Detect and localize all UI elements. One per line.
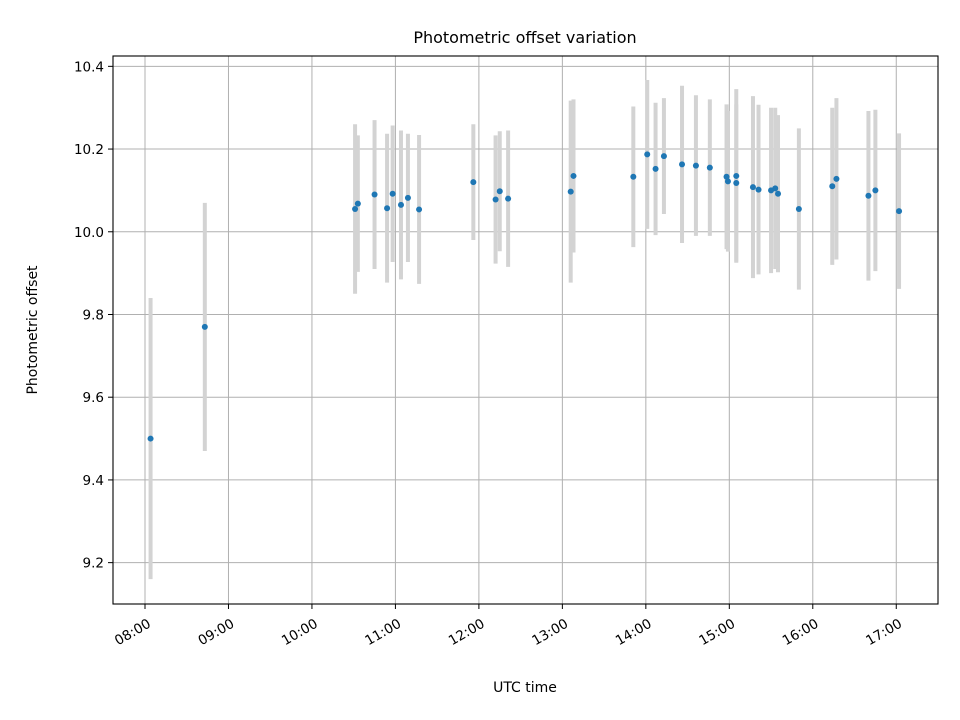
- data-point: [644, 151, 651, 158]
- data-point: [660, 153, 667, 160]
- data-point: [723, 173, 730, 180]
- data-point: [679, 161, 686, 168]
- y-tick-label: 10.4: [74, 59, 104, 75]
- data-point: [829, 183, 836, 190]
- data-point: [865, 192, 872, 199]
- data-point: [896, 208, 903, 215]
- data-point: [416, 206, 423, 213]
- data-point: [775, 190, 782, 197]
- data-point: [505, 195, 512, 202]
- data-point: [397, 201, 404, 208]
- data-point: [492, 196, 499, 203]
- y-tick-label: 10.2: [74, 142, 104, 158]
- y-tick-label: 9.8: [83, 307, 104, 323]
- x-axis-label: UTC time: [493, 680, 557, 696]
- data-point: [706, 164, 713, 171]
- data-point: [872, 187, 879, 194]
- y-tick-label: 9.6: [83, 390, 104, 406]
- data-point: [201, 323, 208, 330]
- data-point: [404, 194, 411, 201]
- data-point: [147, 435, 154, 442]
- chart-title: Photometric offset variation: [413, 28, 636, 47]
- grid: [113, 56, 938, 604]
- y-tick-label: 9.4: [83, 473, 104, 489]
- data-point: [795, 206, 802, 213]
- data-point: [833, 175, 840, 182]
- data-point: [384, 205, 391, 212]
- data-point: [772, 185, 779, 192]
- data-point: [755, 186, 762, 193]
- y-axis-label: Photometric offset: [25, 265, 41, 395]
- data-point: [652, 165, 659, 172]
- data-point: [567, 188, 574, 195]
- data-point: [470, 179, 477, 186]
- data-point: [352, 206, 359, 213]
- data-point: [733, 179, 740, 186]
- y-tick-label: 10.0: [74, 225, 104, 241]
- data-point: [733, 172, 740, 179]
- data-point: [371, 191, 378, 198]
- data-point: [570, 172, 577, 179]
- data-point: [692, 162, 699, 169]
- data-point: [724, 178, 731, 185]
- data-point: [354, 200, 361, 207]
- y-tick-label: 9.2: [83, 556, 104, 572]
- data-point: [496, 188, 503, 195]
- data-points: [147, 151, 903, 442]
- data-point: [630, 173, 637, 180]
- data-point: [389, 190, 396, 197]
- plot-frame: [112, 55, 939, 605]
- data-point: [749, 184, 756, 191]
